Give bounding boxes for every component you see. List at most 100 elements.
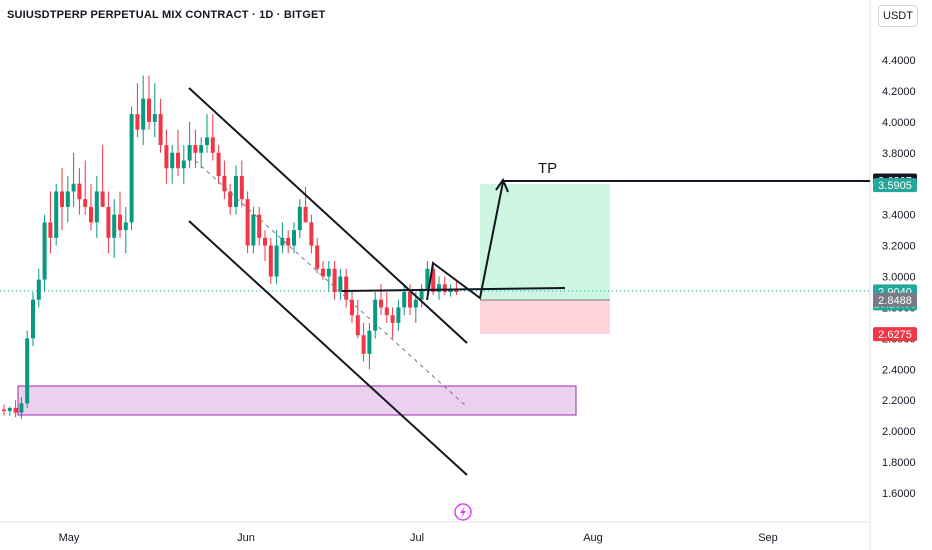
candle-body [187, 145, 192, 161]
candle-body [77, 183, 82, 200]
target-zone[interactable] [480, 184, 610, 300]
candle-body [147, 98, 151, 122]
x-tick-label: Sep [758, 532, 778, 544]
channel-upper-line[interactable] [188, 87, 468, 344]
chart-title: SUIUSDTPERP PERPETUAL MIX CONTRACT · 1D … [7, 9, 326, 21]
candle-body [118, 214, 122, 231]
candle-body [48, 222, 53, 238]
candle-body [65, 191, 70, 207]
y-tick-label: 3.2000 [882, 241, 916, 253]
candle-body [13, 407, 18, 413]
candle-body [205, 137, 209, 146]
candle-body [170, 152, 175, 169]
y-tick-label: 4.2000 [882, 86, 916, 98]
candle-body [36, 279, 41, 300]
price-tag-label: 3.5905 [878, 180, 912, 192]
currency-button[interactable]: USDT [878, 5, 918, 27]
candle-body [83, 199, 88, 207]
price-tag [873, 178, 917, 193]
candle-body [309, 222, 314, 246]
candle-body [100, 191, 105, 207]
candle-body [326, 268, 331, 277]
breakout-line[interactable] [341, 287, 566, 292]
candle-body [274, 245, 279, 277]
candle-body [60, 191, 64, 207]
candle-body [338, 276, 343, 292]
candle-body [396, 307, 401, 323]
candle-body [367, 330, 372, 354]
channel-mid-line [188, 154, 468, 408]
candle-body [344, 276, 349, 300]
candle-body [181, 160, 186, 169]
candle-body [54, 191, 59, 238]
candle-body [7, 407, 12, 412]
candle-body [384, 307, 389, 316]
candle-body [141, 98, 146, 130]
candle-body [42, 222, 47, 280]
candle-body [123, 222, 128, 231]
y-tick-label: 4.4000 [882, 55, 916, 67]
candle-body [31, 299, 35, 339]
candle-body [390, 315, 395, 323]
candle-body [71, 183, 76, 192]
y-tick-label: 1.6000 [882, 488, 916, 500]
candle-body [268, 245, 273, 277]
x-tick-label: Jun [237, 532, 255, 544]
candle-body [257, 214, 262, 238]
candle-body [413, 299, 418, 308]
candle-body [199, 145, 204, 153]
candle-body [280, 237, 285, 246]
y-tick-label: 3.8000 [882, 148, 916, 160]
y-tick-label: 1.8000 [882, 457, 916, 469]
lightning-icon[interactable] [454, 503, 472, 521]
demand-zone[interactable] [17, 385, 577, 416]
price-tag-label: 2.6275 [878, 329, 912, 341]
candle-body [19, 403, 24, 413]
y-tick-label: 3.4000 [882, 210, 916, 222]
y-tick-label: 3.0000 [882, 272, 916, 284]
y-tick-label: 2.4000 [882, 364, 916, 376]
candle-body [350, 299, 354, 316]
candle-body [431, 268, 436, 292]
candle-body [228, 191, 233, 207]
candle-body [292, 230, 296, 246]
candle-body [286, 237, 291, 246]
time-axis[interactable]: May Jun Jul Aug Sep [59, 532, 778, 544]
candle-body [2, 409, 6, 412]
tp-label: TP [538, 160, 557, 177]
candle-body [419, 288, 424, 300]
projection-path[interactable] [426, 181, 504, 301]
candle-body [129, 114, 134, 223]
candle-body [297, 206, 302, 231]
candle-body [437, 284, 441, 292]
candle-body [408, 291, 412, 308]
candle-body [234, 175, 238, 207]
price-axis[interactable]: 4.40004.20004.00003.80003.60003.40003.20… [882, 55, 916, 500]
candle-body [89, 206, 93, 223]
channel-lower-line[interactable] [188, 220, 468, 476]
candle-body [193, 145, 198, 153]
candle-body [251, 214, 256, 246]
candle-body [303, 206, 308, 223]
candle-body [379, 299, 383, 308]
candle-body [210, 137, 215, 153]
candle-body [402, 291, 407, 308]
y-tick-label: 2.0000 [882, 426, 916, 438]
candle-body [152, 114, 157, 122]
candle-body [164, 145, 169, 169]
candles-group [2, 75, 459, 419]
price-tag-label: 2.8488 [878, 295, 912, 307]
candle-body [245, 199, 250, 246]
candle-body [106, 206, 111, 238]
candle-body [94, 191, 99, 223]
price-tag [873, 292, 917, 307]
candle-body [442, 284, 447, 292]
price-tag [873, 327, 917, 342]
stop-zone[interactable] [480, 300, 610, 334]
candle-body [222, 175, 227, 192]
candle-body [158, 114, 163, 146]
candle-body [355, 315, 360, 336]
candle-body [176, 152, 180, 169]
